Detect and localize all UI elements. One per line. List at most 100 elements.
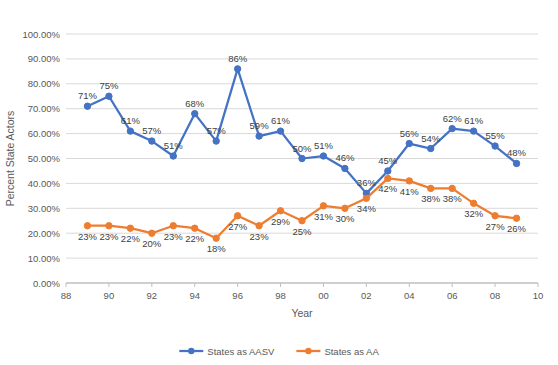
- point: [513, 215, 519, 221]
- data-label: 57%: [142, 125, 162, 136]
- point: [428, 145, 434, 151]
- x-tick-label: 96: [232, 290, 243, 301]
- x-tick-label: 10: [533, 290, 544, 301]
- data-label: 38%: [443, 193, 463, 204]
- point: [170, 153, 176, 159]
- data-label: 75%: [99, 80, 119, 91]
- point: [449, 125, 455, 131]
- point: [213, 138, 219, 144]
- point: [342, 165, 348, 171]
- point: [470, 200, 476, 206]
- y-tick-label: 0.00%: [33, 278, 60, 289]
- x-tick: [66, 283, 67, 287]
- y-tick-label: 60.00%: [28, 128, 61, 139]
- point: [385, 168, 391, 174]
- point: [234, 213, 240, 219]
- grid-line: [66, 283, 538, 284]
- y-tick-label: 50.00%: [28, 153, 61, 164]
- legend-label: States as AASV: [207, 346, 275, 357]
- point: [213, 235, 219, 241]
- data-label: 22%: [185, 233, 205, 244]
- data-label: 51%: [164, 140, 184, 151]
- chart: 0.00%10.00%20.00%30.00%40.00%50.00%60.00…: [0, 0, 558, 365]
- data-label: 86%: [228, 53, 248, 64]
- data-label: 50%: [292, 143, 312, 154]
- point: [385, 175, 391, 181]
- data-label: 27%: [228, 221, 248, 232]
- y-tick-label: 20.00%: [28, 228, 61, 239]
- data-label: 45%: [378, 155, 398, 166]
- point: [127, 225, 133, 231]
- point: [149, 138, 155, 144]
- point: [192, 225, 198, 231]
- data-label: 61%: [121, 115, 141, 126]
- point: [256, 133, 262, 139]
- point: [277, 208, 283, 214]
- data-label: 56%: [400, 128, 420, 139]
- data-label: 71%: [78, 90, 98, 101]
- data-label: 57%: [207, 125, 227, 136]
- data-label: 41%: [400, 186, 420, 197]
- x-tick-label: 92: [147, 290, 158, 301]
- x-tick-label: 98: [275, 290, 286, 301]
- legend-label: States as AA: [324, 346, 379, 357]
- y-axis-title: Percent State Actors: [4, 111, 16, 207]
- x-tick: [237, 283, 238, 287]
- point: [406, 140, 412, 146]
- grid-line: [66, 183, 538, 184]
- data-label: 30%: [335, 213, 355, 224]
- grid-line: [66, 34, 538, 35]
- point: [234, 66, 240, 72]
- data-label: 59%: [250, 120, 270, 131]
- legend: States as AASV States as AA: [179, 346, 379, 357]
- data-label: 38%: [421, 193, 441, 204]
- grid-line: [66, 258, 538, 259]
- x-tick: [495, 283, 496, 287]
- data-label: 23%: [78, 231, 98, 242]
- point: [299, 218, 305, 224]
- data-label: 42%: [378, 183, 398, 194]
- point: [320, 203, 326, 209]
- grid-line: [66, 108, 538, 109]
- x-tick: [194, 283, 195, 287]
- y-tick-label: 30.00%: [28, 203, 61, 214]
- point: [277, 128, 283, 134]
- data-label: 48%: [507, 147, 527, 158]
- point: [470, 128, 476, 134]
- x-tick: [538, 283, 539, 287]
- x-tick: [280, 283, 281, 287]
- y-tick-label: 70.00%: [28, 103, 61, 114]
- point: [84, 223, 90, 229]
- legend-item: States as AA: [296, 346, 379, 357]
- x-tick: [108, 283, 109, 287]
- data-label: 23%: [164, 231, 184, 242]
- point: [449, 185, 455, 191]
- data-label: 25%: [292, 226, 312, 237]
- data-label: 23%: [99, 231, 119, 242]
- point: [106, 93, 112, 99]
- data-label: 20%: [142, 238, 162, 249]
- x-tick-label: 00: [318, 290, 329, 301]
- x-tick: [452, 283, 453, 287]
- point: [492, 213, 498, 219]
- data-labels: 71%75%61%57%51%68%57%86%59%61%50%51%46%3…: [78, 53, 527, 254]
- data-label: 54%: [421, 133, 441, 144]
- data-label: 18%: [207, 243, 227, 254]
- point: [428, 185, 434, 191]
- point: [492, 143, 498, 149]
- data-label: 61%: [464, 115, 484, 126]
- data-label: 31%: [314, 211, 334, 222]
- data-label: 22%: [121, 233, 141, 244]
- x-tick: [366, 283, 367, 287]
- x-tick: [409, 283, 410, 287]
- grid-line: [66, 83, 538, 84]
- point: [406, 178, 412, 184]
- x-tick-label: 06: [447, 290, 458, 301]
- x-tick-label: 88: [61, 290, 72, 301]
- data-label: 61%: [271, 115, 291, 126]
- x-tick-label: 04: [404, 290, 415, 301]
- x-axis-line: [66, 283, 538, 284]
- data-label: 26%: [507, 223, 527, 234]
- x-axis-title: Year: [291, 307, 313, 319]
- data-label: 32%: [464, 208, 484, 219]
